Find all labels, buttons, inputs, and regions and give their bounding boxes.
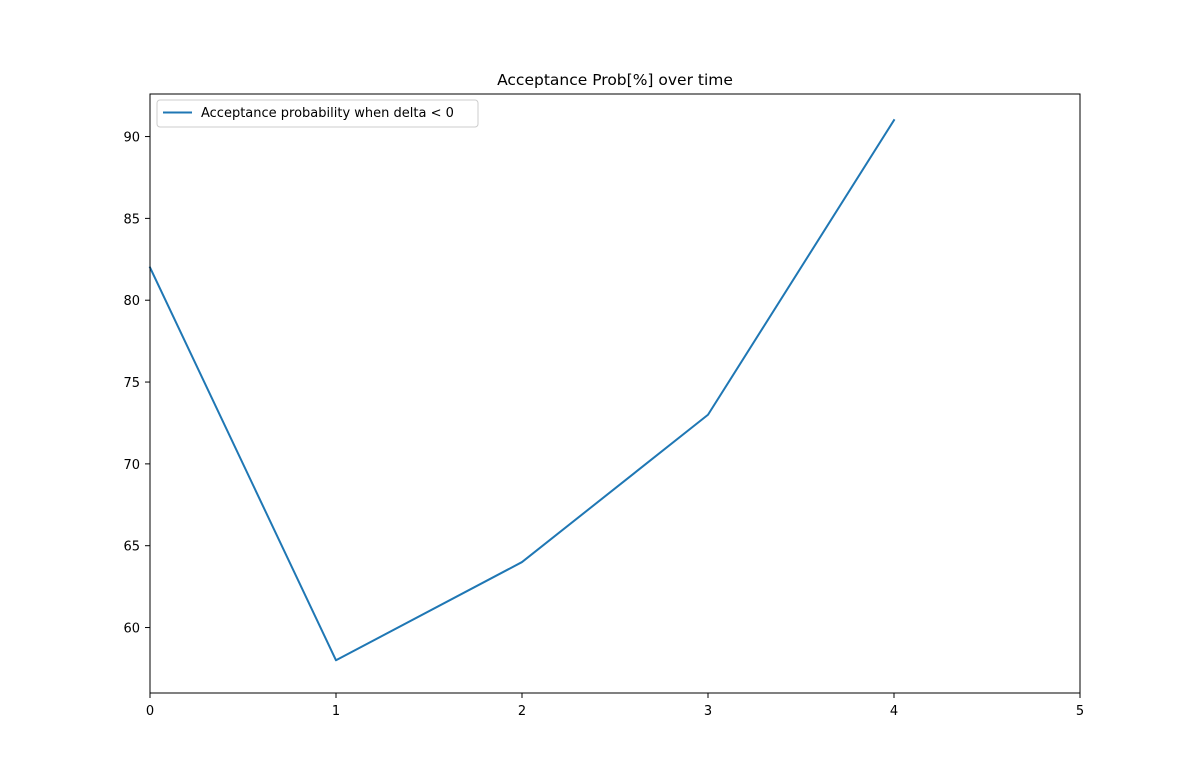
y-tick-label: 90 bbox=[123, 131, 140, 146]
x-tick-label: 0 bbox=[146, 704, 154, 719]
legend: Acceptance probability when delta < 0 bbox=[156, 99, 479, 128]
plot-area-frame bbox=[149, 93, 1081, 694]
y-tick-label: 75 bbox=[123, 376, 140, 391]
x-tick-label: 2 bbox=[518, 704, 526, 719]
y-tick-label: 65 bbox=[123, 540, 140, 555]
series-layer bbox=[148, 118, 896, 662]
x-tick-label: 1 bbox=[332, 704, 340, 719]
y-tick-label: 85 bbox=[123, 212, 140, 227]
legend-entry-label: Acceptance probability when delta < 0 bbox=[201, 106, 454, 121]
y-axis-ticks: 60 65 70 75 80 85 90 bbox=[123, 131, 150, 637]
y-tick-label: 70 bbox=[123, 458, 140, 473]
x-tick-label: 3 bbox=[704, 704, 712, 719]
x-tick-label: 5 bbox=[1076, 704, 1084, 719]
y-tick-label: 80 bbox=[123, 294, 140, 309]
x-axis-ticks: 0 1 2 3 4 5 bbox=[146, 693, 1084, 719]
y-tick-label: 60 bbox=[123, 622, 140, 637]
chart-title: Acceptance Prob[%] over time bbox=[497, 71, 733, 89]
series-line bbox=[148, 118, 896, 662]
x-tick-label: 4 bbox=[890, 704, 898, 719]
legend-box bbox=[156, 99, 479, 128]
